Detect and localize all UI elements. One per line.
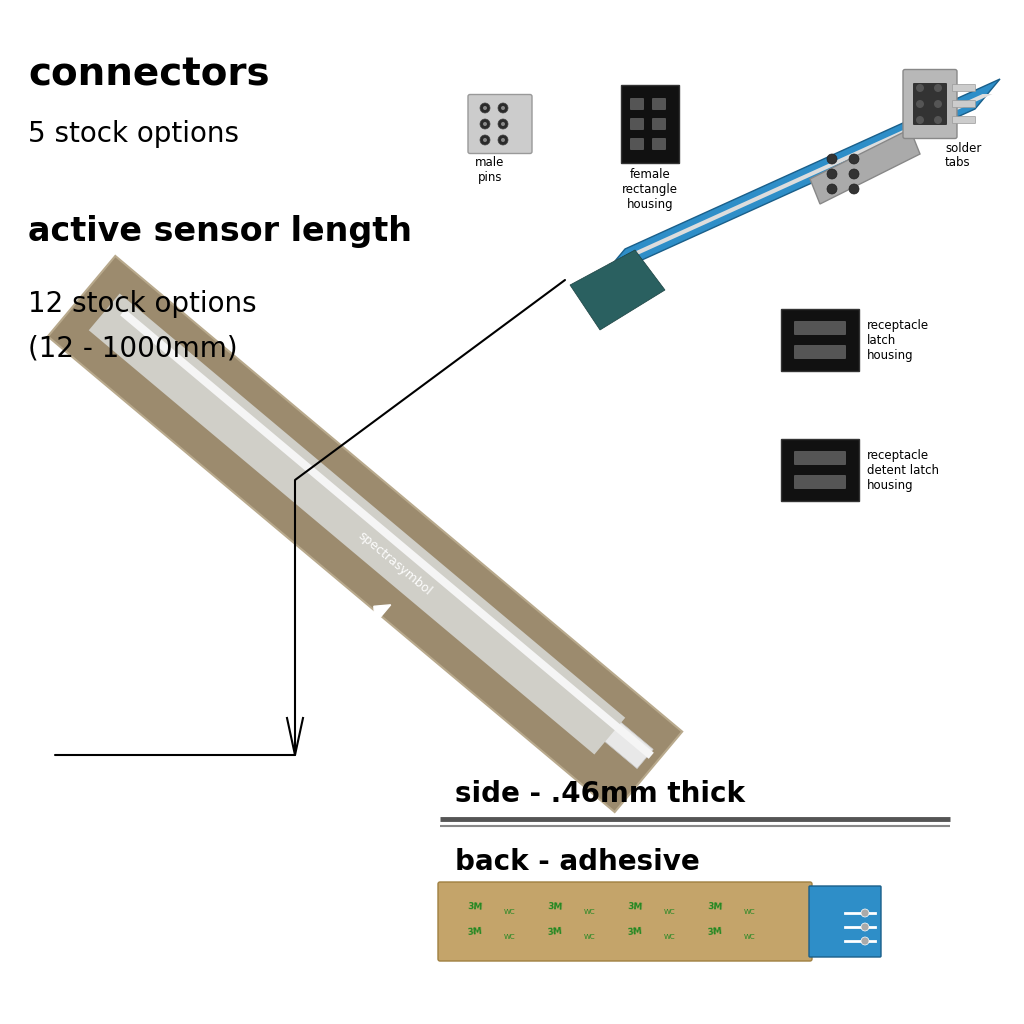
Polygon shape	[100, 299, 653, 769]
Text: 3M: 3M	[547, 927, 563, 937]
Circle shape	[861, 909, 869, 918]
Text: WC: WC	[584, 934, 596, 940]
Polygon shape	[48, 256, 682, 812]
Text: spectrasymbol: spectrasymbol	[355, 529, 434, 598]
FancyBboxPatch shape	[781, 332, 784, 348]
Text: WC: WC	[504, 909, 516, 915]
FancyBboxPatch shape	[468, 94, 532, 154]
Circle shape	[827, 169, 837, 179]
Circle shape	[501, 122, 505, 126]
Text: WC: WC	[744, 909, 756, 915]
Text: receptacle
detent latch
housing: receptacle detent latch housing	[867, 449, 939, 492]
Text: 3M: 3M	[708, 902, 723, 912]
FancyBboxPatch shape	[952, 117, 976, 124]
Circle shape	[498, 119, 508, 129]
Polygon shape	[120, 309, 654, 759]
Circle shape	[849, 169, 859, 179]
Text: male
pins: male pins	[475, 157, 505, 184]
Text: receptacle
latch
housing: receptacle latch housing	[867, 318, 929, 361]
Text: 3M: 3M	[627, 927, 643, 937]
Circle shape	[916, 100, 924, 108]
Text: 3M: 3M	[707, 927, 723, 937]
FancyBboxPatch shape	[630, 118, 644, 130]
FancyBboxPatch shape	[794, 475, 846, 489]
Text: connectors: connectors	[28, 55, 269, 93]
Text: WC: WC	[665, 909, 676, 915]
FancyBboxPatch shape	[856, 332, 859, 348]
FancyBboxPatch shape	[952, 85, 976, 91]
FancyBboxPatch shape	[652, 98, 666, 110]
Circle shape	[498, 135, 508, 145]
Circle shape	[480, 103, 490, 113]
Text: side - .46mm thick: side - .46mm thick	[455, 780, 745, 808]
Polygon shape	[89, 294, 626, 755]
Circle shape	[480, 119, 490, 129]
FancyBboxPatch shape	[652, 118, 666, 130]
FancyBboxPatch shape	[903, 70, 957, 138]
Circle shape	[501, 138, 505, 142]
Circle shape	[916, 116, 924, 124]
Polygon shape	[570, 250, 665, 330]
FancyBboxPatch shape	[630, 98, 644, 110]
Circle shape	[934, 100, 942, 108]
Circle shape	[849, 184, 859, 194]
FancyBboxPatch shape	[809, 886, 881, 957]
Circle shape	[480, 135, 490, 145]
Text: WC: WC	[744, 934, 756, 940]
FancyBboxPatch shape	[913, 83, 947, 125]
Text: WC: WC	[665, 934, 676, 940]
Polygon shape	[607, 94, 992, 264]
Text: 3M: 3M	[467, 927, 483, 937]
Text: active sensor length: active sensor length	[28, 215, 412, 248]
Circle shape	[934, 84, 942, 92]
FancyBboxPatch shape	[781, 309, 859, 371]
Polygon shape	[810, 129, 920, 204]
Text: solder
tabs: solder tabs	[945, 141, 981, 170]
Text: 12 stock options: 12 stock options	[28, 290, 257, 318]
Circle shape	[861, 937, 869, 945]
Circle shape	[483, 138, 487, 142]
Circle shape	[501, 106, 505, 110]
FancyBboxPatch shape	[794, 345, 846, 359]
Text: WC: WC	[584, 909, 596, 915]
Circle shape	[861, 923, 869, 931]
FancyBboxPatch shape	[630, 138, 644, 150]
Polygon shape	[374, 605, 391, 624]
Circle shape	[498, 103, 508, 113]
Text: back - adhesive: back - adhesive	[455, 848, 699, 876]
Text: 5 stock options: 5 stock options	[28, 120, 239, 148]
Text: WC: WC	[504, 934, 516, 940]
Circle shape	[849, 154, 859, 164]
Text: 3M: 3M	[547, 902, 563, 912]
FancyBboxPatch shape	[794, 451, 846, 465]
FancyBboxPatch shape	[652, 138, 666, 150]
Circle shape	[483, 106, 487, 110]
Circle shape	[827, 154, 837, 164]
FancyBboxPatch shape	[621, 85, 679, 163]
Circle shape	[916, 84, 924, 92]
Circle shape	[483, 122, 487, 126]
Text: (12 - 1000mm): (12 - 1000mm)	[28, 335, 238, 362]
Circle shape	[934, 116, 942, 124]
FancyBboxPatch shape	[794, 321, 846, 335]
Polygon shape	[600, 79, 1000, 279]
FancyBboxPatch shape	[438, 882, 812, 961]
Text: female
rectangle
housing: female rectangle housing	[622, 168, 678, 211]
Circle shape	[827, 184, 837, 194]
FancyBboxPatch shape	[952, 100, 976, 108]
Text: 3M: 3M	[467, 902, 483, 912]
Text: 3M: 3M	[627, 902, 643, 912]
FancyBboxPatch shape	[781, 439, 859, 501]
